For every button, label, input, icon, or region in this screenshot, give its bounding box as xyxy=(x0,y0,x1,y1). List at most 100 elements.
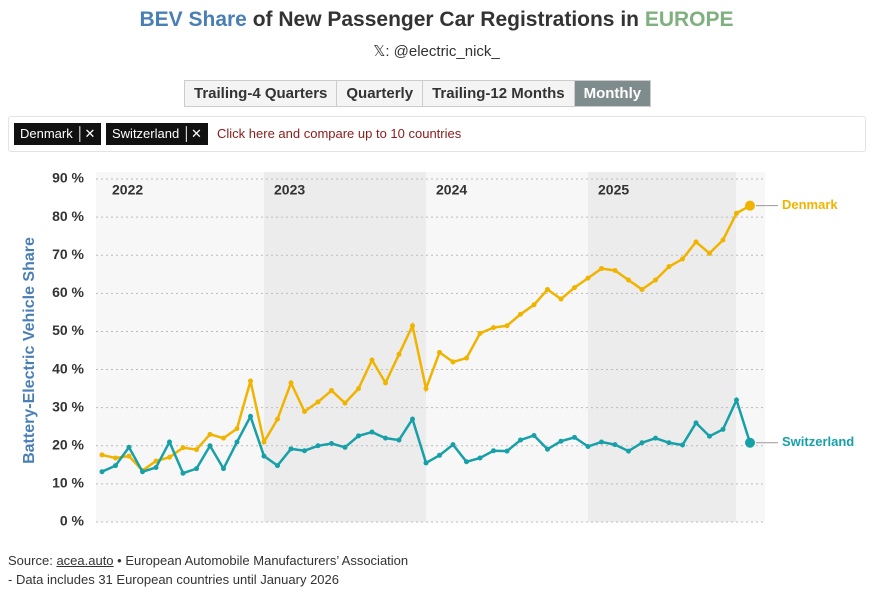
data-point xyxy=(423,460,429,466)
source: Source: acea.auto • European Automobile … xyxy=(8,553,408,568)
data-point xyxy=(369,357,375,363)
data-point xyxy=(680,256,685,262)
data-point xyxy=(288,380,294,386)
data-point xyxy=(720,237,726,243)
y-tick-label: 10 % xyxy=(52,475,84,491)
data-point xyxy=(518,437,523,443)
data-point xyxy=(599,266,604,272)
data-point xyxy=(599,439,604,445)
data-point xyxy=(153,458,159,464)
data-point xyxy=(153,465,159,471)
y-tick-label: 30 % xyxy=(52,398,84,414)
period-button[interactable]: Trailing-12 Months xyxy=(423,81,575,106)
data-point xyxy=(477,330,483,336)
data-point xyxy=(113,455,118,461)
data-point xyxy=(612,267,618,273)
data-point xyxy=(572,285,577,291)
note: - Data includes 31 European countries un… xyxy=(8,572,339,587)
chart: 2022 2023 2024 2025 0 % 10 % 20 % 30 % 40 % 50 % 6… xyxy=(21,170,854,529)
data-point xyxy=(329,440,334,446)
data-point xyxy=(99,452,105,458)
country-tag[interactable]: Switzerland │✕ xyxy=(106,123,208,145)
period-button[interactable]: Trailing-4 Quarters xyxy=(185,81,338,106)
hint[interactable]: Click here and compare up to 10 countrie… xyxy=(217,126,462,141)
data-point xyxy=(369,429,375,435)
source-rest: • European Automobile Manufacturers’ Ass… xyxy=(117,553,409,568)
y-tick-label: 90 % xyxy=(52,170,84,186)
year-band xyxy=(588,172,736,522)
data-point xyxy=(234,426,240,432)
data-point xyxy=(653,435,658,441)
country-selector[interactable]: Denmark │✕ Switzerland │✕ Click here and… xyxy=(8,116,866,152)
data-point xyxy=(612,442,618,448)
period-button[interactable]: Quarterly xyxy=(337,81,424,106)
data-point xyxy=(626,448,631,454)
period-button[interactable]: Monthly xyxy=(574,81,651,106)
data-point xyxy=(99,469,105,475)
data-point xyxy=(396,351,402,357)
button-group: Trailing-4 Quarters Quarterly Trailing-12 … xyxy=(184,80,652,107)
subtitle: 𝕏: @electric_nick_ xyxy=(373,43,500,60)
data-point xyxy=(302,448,307,454)
data-point xyxy=(707,433,712,439)
data-point xyxy=(437,452,442,458)
data-point xyxy=(194,466,199,472)
y-axis-title: Battery-Electric Vehicle Share xyxy=(21,237,38,464)
data-point xyxy=(113,463,118,469)
data-point xyxy=(207,431,213,437)
data-point xyxy=(261,453,267,459)
data-point xyxy=(221,466,226,472)
data-point xyxy=(680,442,685,448)
tag-label: Denmark xyxy=(20,126,73,141)
data-point xyxy=(531,432,537,438)
data-point xyxy=(491,448,496,454)
data-point xyxy=(234,439,240,445)
y-tick-label: 80 % xyxy=(52,208,84,224)
data-point xyxy=(477,455,483,461)
series-label: Switzerland xyxy=(782,434,854,449)
data-point xyxy=(491,325,496,331)
year-label: 2025 xyxy=(598,182,629,198)
data-point xyxy=(585,275,591,281)
y-tick-label: 40 % xyxy=(52,360,84,376)
data-point xyxy=(626,277,631,283)
data-point xyxy=(572,434,577,440)
data-point xyxy=(410,416,415,422)
data-point xyxy=(734,397,739,403)
year-label: 2024 xyxy=(436,182,467,198)
data-point xyxy=(693,420,699,426)
title-part: EUROPE xyxy=(644,8,734,31)
data-point xyxy=(167,454,172,460)
data-point xyxy=(356,386,361,392)
data-point xyxy=(342,400,348,406)
y-tick-label: 60 % xyxy=(52,284,84,300)
data-point xyxy=(720,426,726,432)
data-point xyxy=(558,438,564,444)
data-point xyxy=(707,250,712,256)
source-link[interactable]: acea.auto xyxy=(56,553,114,568)
data-point xyxy=(666,440,672,446)
data-point xyxy=(167,439,172,445)
series-label: Denmark xyxy=(782,197,838,212)
data-point xyxy=(639,440,645,446)
data-point xyxy=(315,399,321,405)
data-point xyxy=(329,388,334,394)
country-tag[interactable]: Denmark │✕ xyxy=(14,123,102,145)
y-tick-label: 20 % xyxy=(52,436,84,452)
data-point xyxy=(693,239,699,245)
data-point xyxy=(180,445,186,451)
data-point xyxy=(288,446,294,452)
data-point xyxy=(437,349,442,355)
data-point xyxy=(248,413,253,419)
data-point xyxy=(275,416,280,422)
title: BEV Share of New Passenger Car Registrat… xyxy=(0,8,873,32)
data-point xyxy=(666,264,672,270)
data-point xyxy=(383,380,388,386)
data-point xyxy=(248,378,253,384)
data-point xyxy=(302,408,307,414)
data-point xyxy=(207,443,213,449)
year-label: 2023 xyxy=(274,182,305,198)
data-point xyxy=(356,433,361,439)
data-point xyxy=(585,444,591,450)
